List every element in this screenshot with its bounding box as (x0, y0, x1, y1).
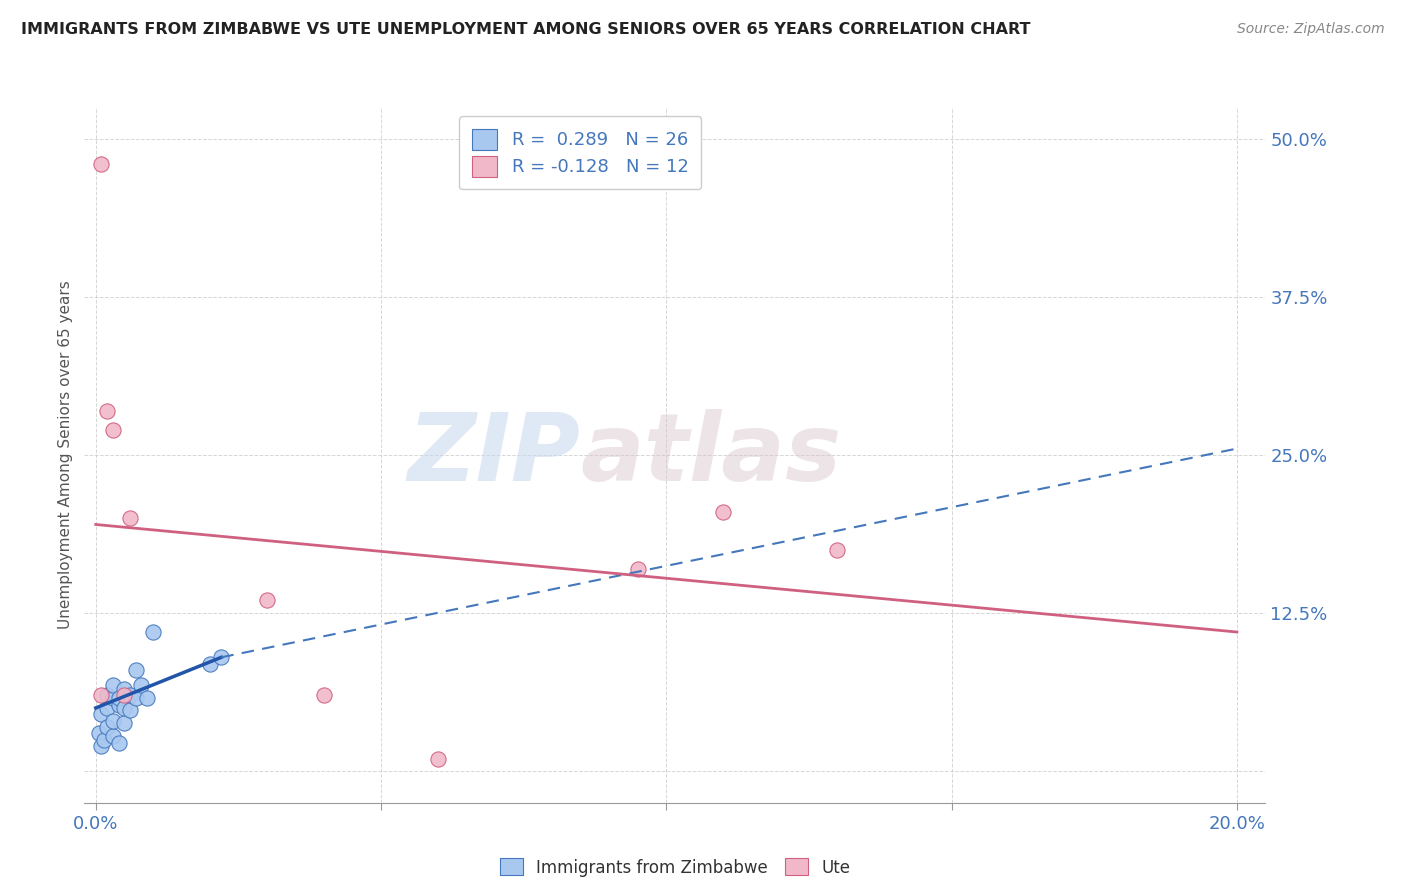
Point (101, 729, 124, 743)
Point (112, 681, 135, 696)
Point (711, 505, 734, 519)
Y-axis label: Unemployment Among Seniors over 65 years: Unemployment Among Seniors over 65 years (58, 281, 73, 629)
Point (93, 732, 115, 747)
Text: Source: ZipAtlas.com: Source: ZipAtlas.com (1237, 22, 1385, 37)
Point (101, 678, 124, 692)
Text: atlas: atlas (581, 409, 842, 501)
Point (101, 423, 124, 437)
Point (427, 751, 450, 765)
Point (96, 720, 118, 734)
Point (198, 657, 221, 671)
Point (627, 562, 650, 576)
Point (125, 690, 148, 705)
Point (142, 625, 165, 640)
Point (90, 707, 112, 722)
Point (90, 688, 112, 702)
Point (125, 663, 148, 677)
Point (101, 714, 124, 728)
Point (256, 593, 278, 607)
Point (209, 650, 232, 665)
Point (827, 542, 849, 557)
Point (118, 703, 141, 717)
Point (118, 511, 141, 525)
Point (136, 690, 159, 705)
Point (118, 688, 141, 702)
Point (101, 690, 124, 705)
Point (90, 739, 112, 753)
Point (107, 690, 129, 705)
Point (112, 688, 135, 702)
Point (112, 716, 135, 731)
Point (96, 688, 118, 702)
Point (90, 157, 112, 171)
Point (112, 701, 135, 715)
Text: ZIP: ZIP (408, 409, 581, 501)
Legend: Immigrants from Zimbabwe, Ute: Immigrants from Zimbabwe, Ute (491, 850, 859, 885)
Text: IMMIGRANTS FROM ZIMBABWE VS UTE UNEMPLOYMENT AMONG SENIORS OVER 65 YEARS CORRELA: IMMIGRANTS FROM ZIMBABWE VS UTE UNEMPLOY… (21, 22, 1031, 37)
Point (131, 678, 153, 692)
Point (107, 698, 129, 713)
Point (107, 736, 129, 750)
Point (87, 726, 110, 740)
Point (96, 701, 118, 715)
Point (312, 688, 335, 702)
Point (96, 403, 118, 417)
